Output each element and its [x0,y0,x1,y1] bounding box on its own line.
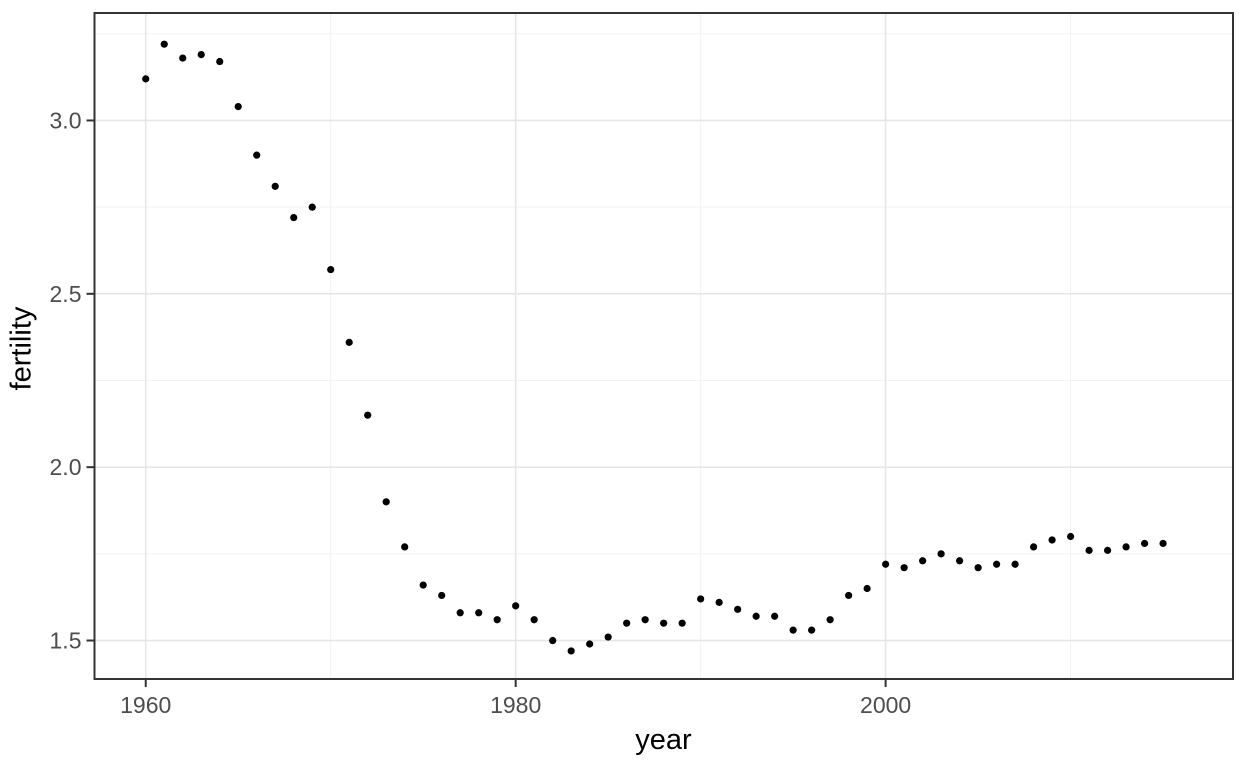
data-point [419,581,427,589]
data-point [993,560,1001,568]
data-point [271,182,279,190]
data-point [456,609,464,617]
data-point [845,591,853,600]
x-tick-label: 1960 [120,692,171,718]
y-tick-label: 3.0 [50,107,82,133]
data-point [1140,539,1149,548]
data-point [752,612,760,620]
data-point [290,213,298,222]
data-point [1159,539,1167,548]
data-point [734,605,742,613]
x-tick-label: 2000 [860,692,911,718]
data-point [660,619,668,627]
data-point [697,595,705,603]
data-point [382,498,390,506]
data-point [567,647,575,655]
data-point [1011,560,1019,568]
data-point [826,616,834,624]
data-point [586,640,594,648]
y-tick-label: 1.5 [50,628,82,654]
data-point [197,51,205,59]
data-point [623,619,631,627]
data-point [234,103,242,111]
data-point [808,626,816,634]
data-point [789,626,797,634]
data-point [179,54,187,62]
data-point [678,619,686,627]
data-point [956,557,964,565]
data-point [327,265,335,274]
y-tick-label: 2.5 [50,281,82,307]
data-point [919,557,927,565]
data-point [401,543,409,551]
data-point [364,411,372,419]
data-point [937,550,945,558]
data-point [475,609,483,617]
data-point [216,57,224,66]
data-point [308,203,316,211]
data-point [345,338,353,346]
data-point [438,591,446,600]
panel-border [93,12,1234,680]
data-point [160,40,168,48]
data-point [1048,536,1056,544]
data-point [142,75,150,83]
data-point [549,636,557,645]
data-point [512,602,520,610]
plot-panel [94,13,1233,679]
data-point [974,564,982,572]
x-tick-label: 1980 [490,692,541,718]
data-point [1122,543,1130,551]
data-point [530,616,538,624]
data-point [1085,546,1093,554]
x-axis-title: year [635,724,692,756]
data-point [1030,543,1038,551]
data-point [882,560,890,568]
y-tick-label: 2.0 [50,454,82,480]
data-point [715,598,723,606]
data-point [863,584,871,593]
y-axis-title: fertility [5,306,38,391]
data-point [900,564,908,572]
data-point [493,616,501,624]
data-point [771,612,779,620]
data-point [641,616,649,624]
data-point [604,633,612,641]
data-point [1066,532,1075,541]
data-point [1103,546,1112,554]
data-point [253,151,261,159]
